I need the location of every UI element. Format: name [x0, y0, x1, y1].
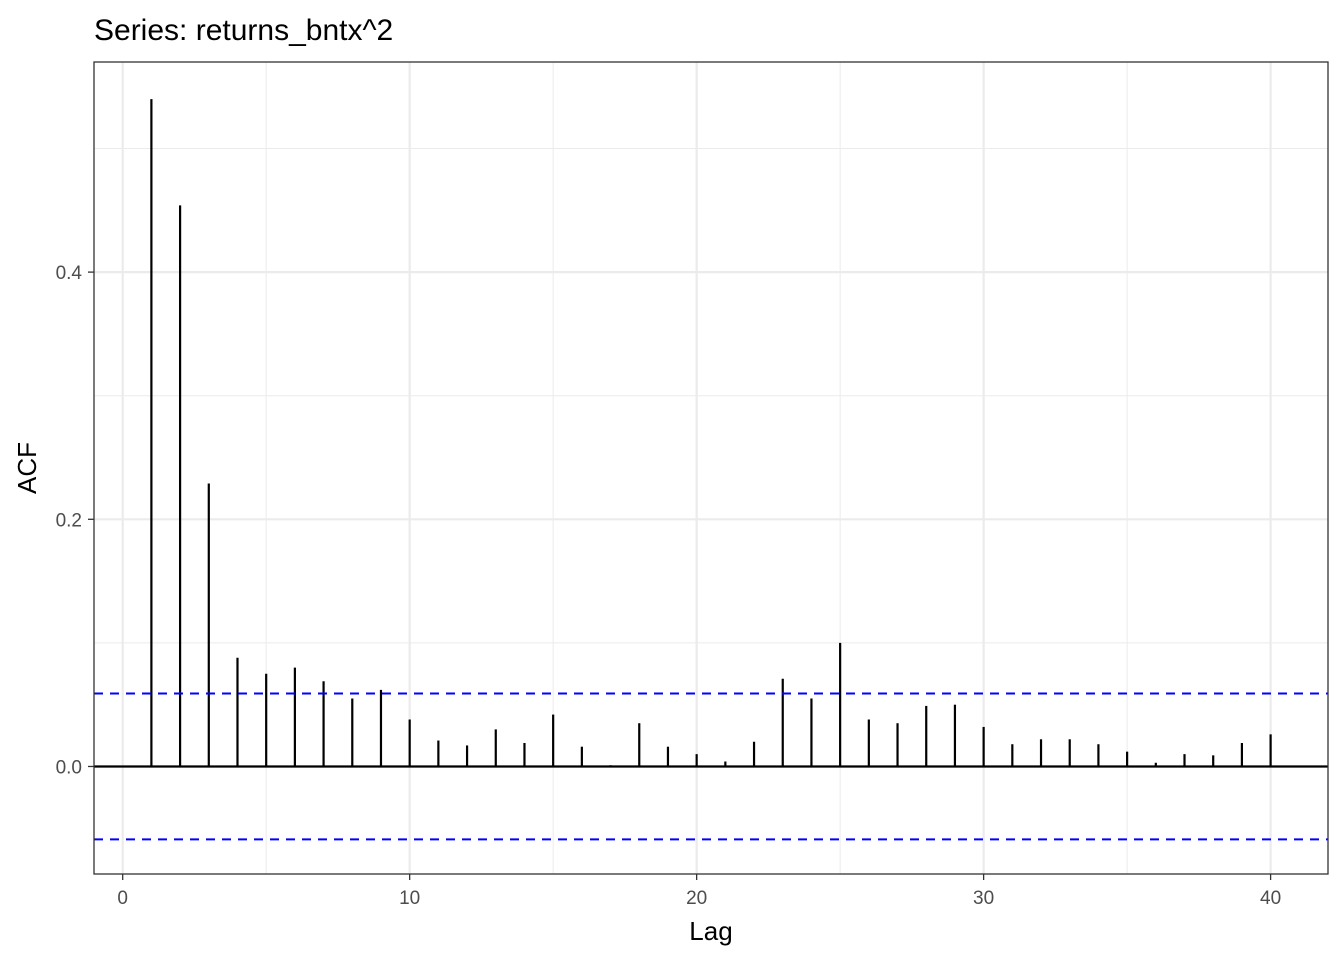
x-axis-title: Lag	[689, 916, 732, 946]
confidence-bounds	[94, 692, 1328, 841]
y-tick-label: 0.2	[56, 510, 82, 531]
y-axis-title: ACF	[12, 442, 42, 494]
x-tick-label: 40	[1260, 888, 1281, 909]
y-axis: 0.0 0.2 0.4	[56, 263, 94, 778]
acf-bars	[150, 99, 1272, 767]
x-tick-label: 30	[973, 888, 994, 909]
x-tick-label: 20	[686, 888, 707, 909]
grid-lines	[94, 62, 1328, 874]
x-axis: 0 10 20 30 40	[117, 874, 1281, 909]
chart-title: Series: returns_bntx^2	[94, 14, 393, 47]
y-tick-label: 0.0	[56, 757, 82, 778]
y-tick-label: 0.4	[56, 263, 83, 284]
x-tick-label: 0	[117, 888, 128, 909]
x-tick-label: 10	[399, 888, 420, 909]
panel-border	[93, 61, 1329, 875]
